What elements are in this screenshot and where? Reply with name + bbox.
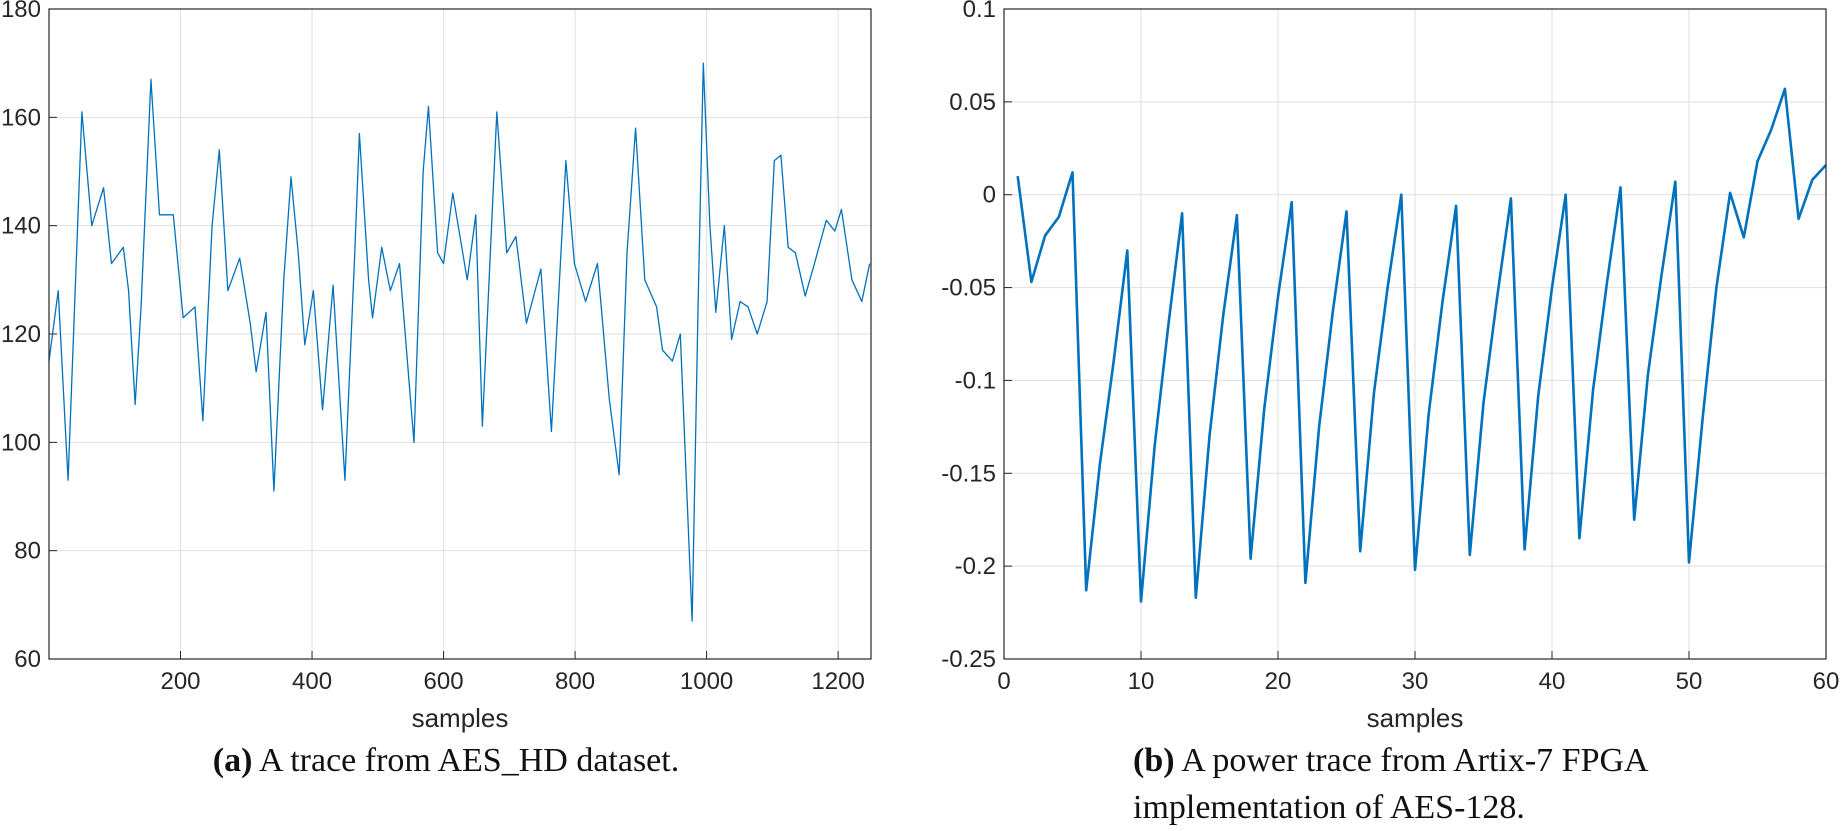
x-tick-label: 200 [160,668,200,695]
y-tick-label: 0.05 [949,89,996,116]
x-tick-label: 20 [1265,668,1292,695]
y-tick-label: 100 [1,429,41,456]
caption-a: (a) A trace from AES_HD dataset. [0,737,892,784]
x-tick-label: 30 [1402,668,1429,695]
y-tick-label: 0 [983,182,996,209]
x-tick-label: 400 [292,668,332,695]
x-tick-label: 40 [1539,668,1566,695]
caption-text: A trace from AES_HD dataset. [259,742,680,779]
y-tick-label: -0.05 [941,275,996,302]
y-tick-label: 80 [14,538,41,565]
y-tick-label: 120 [1,321,41,348]
x-tick-label: 600 [424,668,464,695]
y-tick-label: -0.15 [941,460,996,487]
x-tick-label: 1000 [680,668,733,695]
y-tick-label: -0.25 [941,646,996,673]
x-axis-label: samples [1367,703,1464,733]
data-line [1016,87,1827,603]
caption-b: (b) A power trace from Artix-7 FPGA impl… [1133,737,1733,831]
y-tick-label: -0.2 [955,553,996,580]
y-tick-label: 0.1 [963,0,996,23]
x-tick-label: 0 [997,668,1010,695]
axes-box [48,8,872,660]
x-tick-label: 60 [1813,668,1840,695]
y-tick-label: 180 [1,0,41,23]
caption-label: (b) [1133,742,1175,779]
data-line [48,62,871,622]
axes-box [1003,8,1827,660]
caption-label: (a) [212,742,253,779]
x-tick-label: 50 [1676,668,1703,695]
y-tick-label: 60 [14,646,41,673]
x-tick-label: 10 [1128,668,1155,695]
caption-text: A power trace from Artix-7 FPGA implemen… [1133,742,1647,826]
y-tick-label: -0.1 [955,367,996,394]
y-tick-label: 140 [1,213,41,240]
x-tick-label: 800 [555,668,595,695]
x-axis-label: samples [412,703,509,733]
y-tick-label: 160 [1,104,41,131]
x-tick-label: 1200 [811,668,864,695]
